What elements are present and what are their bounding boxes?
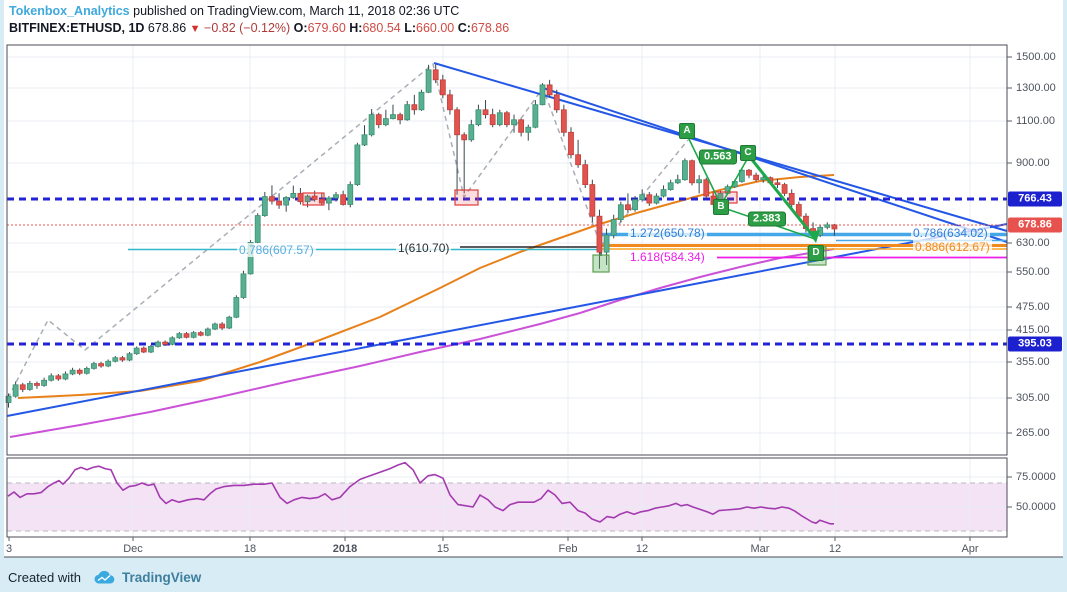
chart-legend: Ethereum / Dollar, 1D, BITFINEX MA (200,… xyxy=(14,49,316,104)
tradingview-link[interactable]: TradingView xyxy=(93,570,201,585)
legend-ma200: MA (200, close) xyxy=(21,69,105,84)
legend-cell xyxy=(225,68,270,85)
close-label: C: xyxy=(457,21,471,35)
legend-cell xyxy=(225,50,270,67)
low-value: 660.00 xyxy=(416,21,455,35)
last-price: 678.86 xyxy=(147,21,187,35)
publish-text: published on TradingView.com, March 11, … xyxy=(129,4,460,18)
legend-title-row[interactable]: Ethereum / Dollar, 1D, BITFINEX xyxy=(14,49,316,68)
price-change: −0.82 (−0.12%) xyxy=(204,21,291,35)
symbol-name: BITFINEX:ETHUSD, 1D xyxy=(9,21,145,35)
legend-cell xyxy=(225,86,270,103)
open-label: O: xyxy=(293,21,308,35)
chart-header: Tokenbox_Analytics published on TradingV… xyxy=(4,0,1063,41)
legend-cell xyxy=(270,50,315,67)
rsi-legend[interactable]: RSI (14, close) xyxy=(12,473,98,487)
high-value: 680.54 xyxy=(362,21,401,35)
close-value: 678.86 xyxy=(470,21,510,35)
legend-cell xyxy=(270,86,315,103)
tradingview-cloud-icon xyxy=(94,570,115,584)
high-label: H: xyxy=(349,21,363,35)
created-with-text: Created with xyxy=(8,569,81,585)
legend-ma200-row[interactable]: MA (200, close) xyxy=(14,68,316,86)
chart-canvas[interactable]: Ethereum / Dollar, 1D, BITFINEX MA (200,… xyxy=(4,41,1063,557)
publish-line: Tokenbox_Analytics published on TradingV… xyxy=(9,3,1063,20)
legend-title: Ethereum / Dollar, 1D, BITFINEX xyxy=(21,51,211,66)
down-arrow-icon: ▼ xyxy=(189,23,201,35)
legend-ma100: MA (100, close) xyxy=(21,87,105,102)
symbol-line: BITFINEX:ETHUSD, 1D 678.86 ▼ −0.82 (−0.1… xyxy=(9,20,1063,38)
legend-cell xyxy=(270,68,315,85)
author-link[interactable]: Tokenbox_Analytics xyxy=(9,4,130,18)
tradingview-brand-name: TradingView xyxy=(121,569,202,585)
open-value: 679.60 xyxy=(307,21,346,35)
footer: Created with TradingView xyxy=(8,565,201,589)
legend-ma100-row[interactable]: MA (100, close) xyxy=(14,86,316,104)
low-label: L: xyxy=(404,21,417,35)
